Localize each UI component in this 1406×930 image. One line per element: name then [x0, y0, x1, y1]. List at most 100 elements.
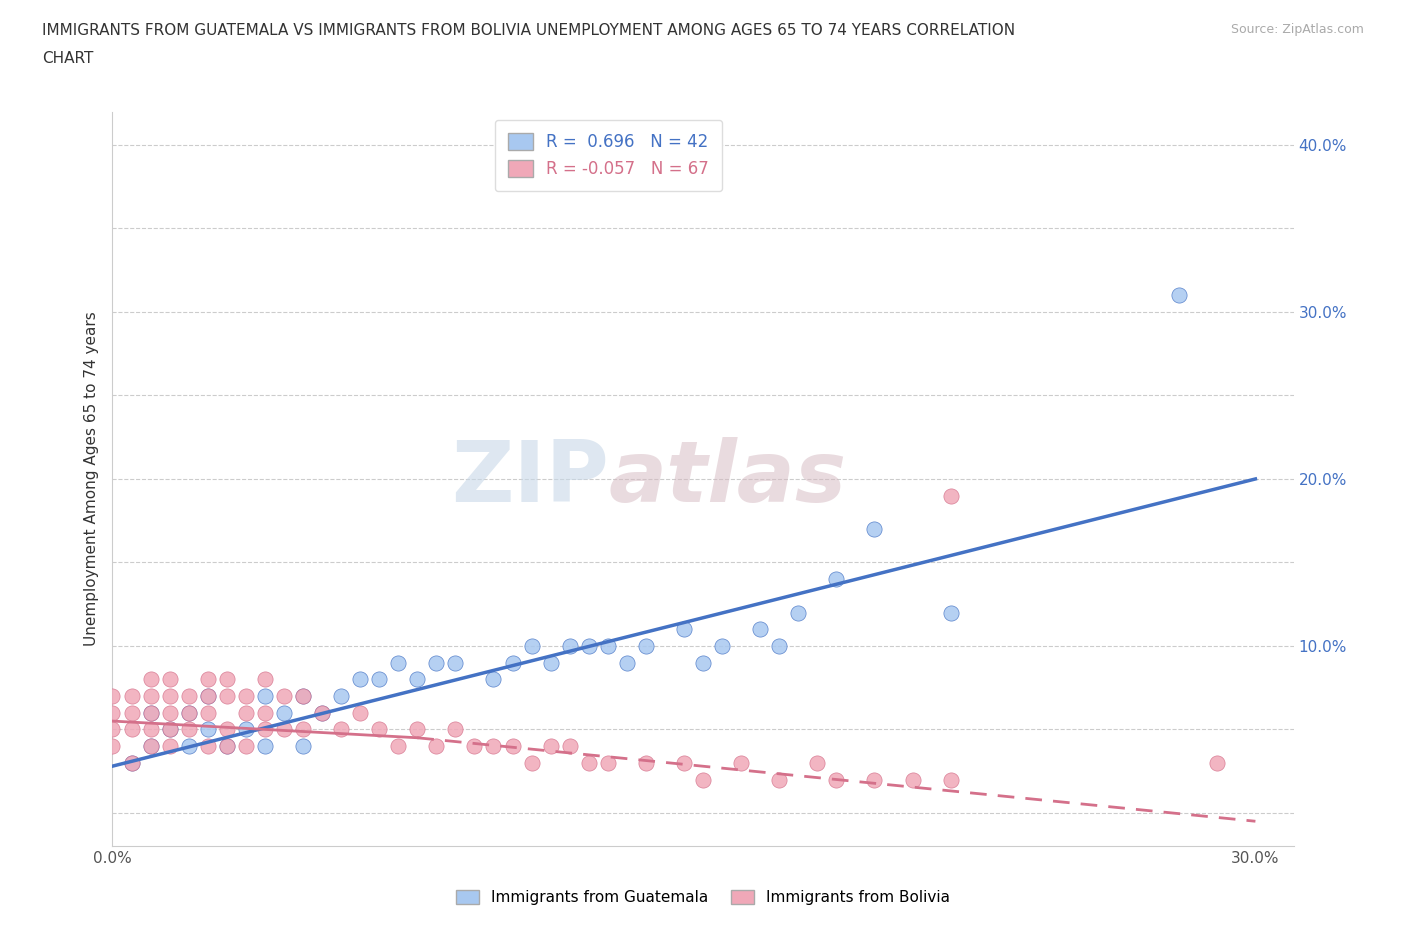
- Point: [692, 656, 714, 671]
- Point: [291, 722, 314, 737]
- Point: [139, 671, 162, 686]
- Point: [235, 738, 257, 753]
- Point: [672, 755, 695, 770]
- Text: ZIP: ZIP: [451, 437, 609, 521]
- Point: [578, 639, 600, 654]
- Point: [578, 755, 600, 770]
- Point: [634, 639, 657, 654]
- Point: [1168, 288, 1191, 303]
- Point: [672, 622, 695, 637]
- Point: [425, 738, 447, 753]
- Point: [177, 722, 200, 737]
- Text: IMMIGRANTS FROM GUATEMALA VS IMMIGRANTS FROM BOLIVIA UNEMPLOYMENT AMONG AGES 65 : IMMIGRANTS FROM GUATEMALA VS IMMIGRANTS …: [42, 23, 1015, 38]
- Point: [159, 688, 181, 703]
- Point: [939, 605, 962, 620]
- Point: [101, 722, 124, 737]
- Text: Source: ZipAtlas.com: Source: ZipAtlas.com: [1230, 23, 1364, 36]
- Point: [159, 722, 181, 737]
- Point: [253, 738, 276, 753]
- Point: [197, 671, 219, 686]
- Point: [596, 639, 619, 654]
- Point: [349, 671, 371, 686]
- Point: [101, 705, 124, 720]
- Point: [197, 705, 219, 720]
- Point: [787, 605, 810, 620]
- Point: [215, 722, 238, 737]
- Point: [482, 671, 505, 686]
- Point: [368, 671, 391, 686]
- Point: [558, 738, 581, 753]
- Legend: R =  0.696   N = 42, R = -0.057   N = 67: R = 0.696 N = 42, R = -0.057 N = 67: [495, 120, 723, 192]
- Point: [159, 705, 181, 720]
- Point: [749, 622, 772, 637]
- Point: [482, 738, 505, 753]
- Point: [616, 656, 638, 671]
- Point: [253, 671, 276, 686]
- Point: [235, 722, 257, 737]
- Point: [139, 738, 162, 753]
- Point: [235, 688, 257, 703]
- Point: [197, 722, 219, 737]
- Point: [253, 722, 276, 737]
- Text: CHART: CHART: [42, 51, 94, 66]
- Point: [159, 738, 181, 753]
- Point: [101, 688, 124, 703]
- Point: [768, 639, 790, 654]
- Point: [215, 688, 238, 703]
- Point: [177, 705, 200, 720]
- Point: [939, 772, 962, 787]
- Point: [330, 722, 353, 737]
- Text: atlas: atlas: [609, 437, 846, 521]
- Point: [939, 488, 962, 503]
- Point: [406, 671, 429, 686]
- Legend: Immigrants from Guatemala, Immigrants from Bolivia: Immigrants from Guatemala, Immigrants fr…: [449, 883, 957, 913]
- Point: [444, 722, 467, 737]
- Point: [692, 772, 714, 787]
- Point: [121, 688, 143, 703]
- Y-axis label: Unemployment Among Ages 65 to 74 years: Unemployment Among Ages 65 to 74 years: [83, 312, 98, 646]
- Point: [177, 688, 200, 703]
- Point: [502, 656, 524, 671]
- Point: [387, 738, 409, 753]
- Point: [253, 688, 276, 703]
- Point: [825, 772, 848, 787]
- Point: [520, 755, 543, 770]
- Point: [197, 688, 219, 703]
- Point: [101, 738, 124, 753]
- Point: [502, 738, 524, 753]
- Point: [1206, 755, 1229, 770]
- Point: [311, 705, 333, 720]
- Point: [768, 772, 790, 787]
- Point: [863, 772, 886, 787]
- Point: [197, 688, 219, 703]
- Point: [177, 705, 200, 720]
- Point: [215, 738, 238, 753]
- Point: [235, 705, 257, 720]
- Point: [253, 705, 276, 720]
- Point: [139, 705, 162, 720]
- Point: [121, 755, 143, 770]
- Point: [291, 688, 314, 703]
- Point: [139, 722, 162, 737]
- Point: [540, 738, 562, 753]
- Point: [730, 755, 752, 770]
- Point: [425, 656, 447, 671]
- Point: [311, 705, 333, 720]
- Point: [273, 722, 295, 737]
- Point: [444, 656, 467, 671]
- Point: [139, 705, 162, 720]
- Point: [349, 705, 371, 720]
- Point: [177, 738, 200, 753]
- Point: [291, 688, 314, 703]
- Point: [558, 639, 581, 654]
- Point: [159, 722, 181, 737]
- Point: [215, 738, 238, 753]
- Point: [291, 738, 314, 753]
- Point: [197, 738, 219, 753]
- Point: [159, 671, 181, 686]
- Point: [273, 705, 295, 720]
- Point: [121, 722, 143, 737]
- Point: [520, 639, 543, 654]
- Point: [387, 656, 409, 671]
- Point: [540, 656, 562, 671]
